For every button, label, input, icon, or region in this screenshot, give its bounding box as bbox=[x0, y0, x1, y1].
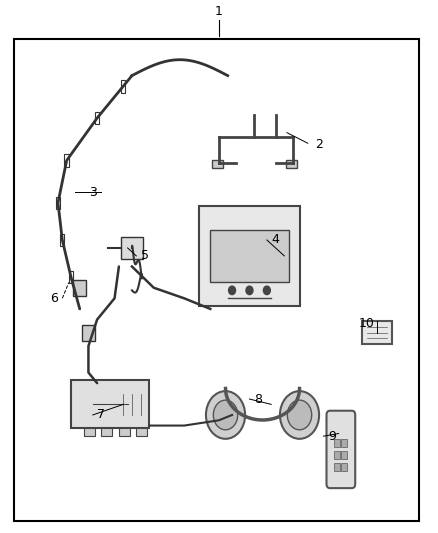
Text: 3: 3 bbox=[89, 186, 97, 199]
Bar bbox=[119, 428, 130, 436]
Bar bbox=[84, 428, 95, 436]
Circle shape bbox=[280, 391, 319, 439]
Text: 9: 9 bbox=[328, 430, 336, 443]
Bar bbox=[136, 428, 147, 436]
Circle shape bbox=[206, 391, 245, 439]
Circle shape bbox=[246, 286, 253, 295]
Text: 6: 6 bbox=[50, 292, 58, 305]
Bar bbox=[286, 160, 297, 168]
Bar bbox=[73, 280, 86, 296]
Bar bbox=[121, 80, 125, 93]
Bar bbox=[210, 230, 289, 282]
Text: 2: 2 bbox=[315, 138, 323, 151]
Bar bbox=[121, 237, 143, 259]
Bar bbox=[102, 428, 113, 436]
Bar bbox=[341, 463, 346, 471]
Bar bbox=[334, 439, 339, 447]
Bar bbox=[82, 325, 95, 341]
Text: 10: 10 bbox=[359, 317, 375, 330]
FancyBboxPatch shape bbox=[199, 206, 300, 306]
FancyBboxPatch shape bbox=[326, 411, 355, 488]
Bar bbox=[341, 439, 346, 447]
Text: 1: 1 bbox=[215, 5, 223, 18]
Circle shape bbox=[229, 286, 236, 295]
Bar bbox=[71, 381, 149, 428]
Bar bbox=[341, 451, 346, 459]
Bar bbox=[362, 321, 392, 344]
Circle shape bbox=[263, 286, 270, 295]
Text: 7: 7 bbox=[97, 408, 105, 422]
Bar bbox=[60, 233, 64, 246]
Circle shape bbox=[287, 400, 312, 430]
Bar bbox=[334, 451, 339, 459]
Bar bbox=[212, 160, 223, 168]
Circle shape bbox=[213, 400, 238, 430]
Text: 8: 8 bbox=[254, 393, 262, 406]
Bar bbox=[334, 463, 339, 471]
Text: 4: 4 bbox=[271, 233, 279, 246]
Bar bbox=[95, 112, 99, 124]
Bar bbox=[56, 197, 60, 209]
Text: 5: 5 bbox=[141, 249, 148, 262]
Bar bbox=[64, 154, 69, 167]
Bar bbox=[69, 271, 73, 284]
